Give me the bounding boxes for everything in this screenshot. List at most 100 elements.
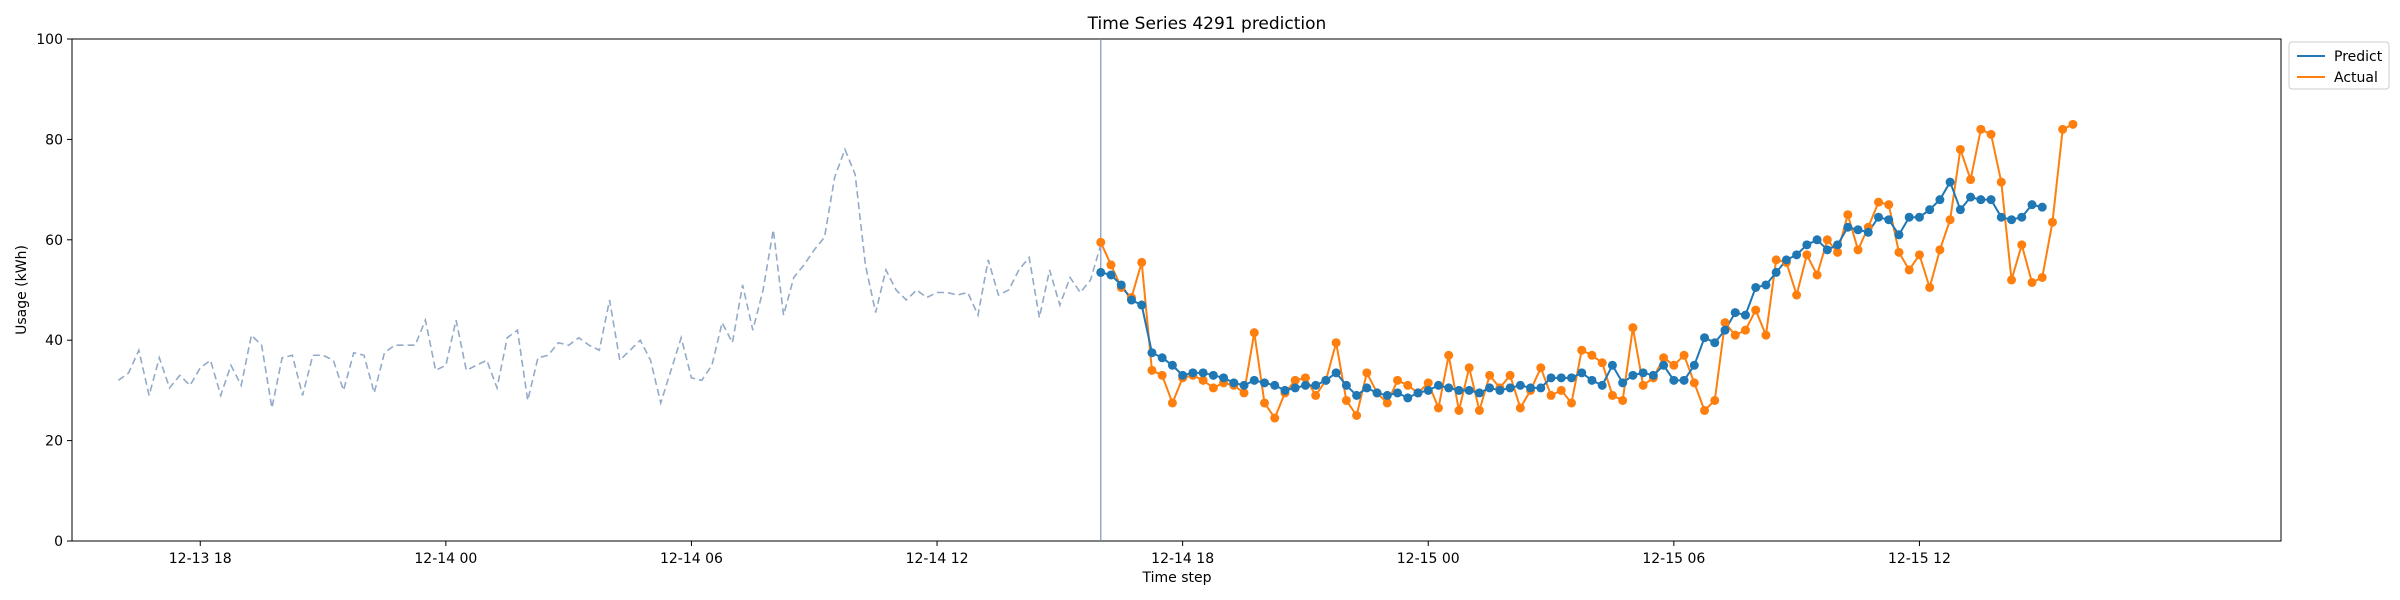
actual-point [1239,388,1249,398]
predict-point [1700,333,1710,343]
predict-point [1648,370,1658,380]
predict-point [1863,227,1873,237]
actual-point [1935,245,1945,255]
actual-point [1730,330,1740,340]
actual-point [1167,398,1177,408]
predict-point [1188,368,1198,378]
x-axis-label: Time step [1142,570,1212,586]
predict-point [1802,240,1812,250]
actual-point [1628,323,1638,333]
actual-point [1771,255,1781,265]
predict-point [2007,215,2017,225]
actual-point [2037,272,2047,282]
legend-actual-label: Actual [2334,70,2378,86]
predict-point [1659,360,1669,370]
predict-point [1157,353,1167,363]
predict-point [1618,378,1628,388]
actual-point [1300,373,1310,383]
predict-point [1382,390,1392,400]
actual-point [1362,368,1372,378]
actual-point [1311,390,1321,400]
y-tick-label: 100 [36,32,63,48]
actual-points [1096,119,2078,423]
actual-point [1147,365,1157,375]
x-tick-label: 12-14 12 [906,551,969,567]
actual-point [1710,395,1720,405]
predict-point [2017,212,2027,222]
actual-point [2068,119,2078,129]
predict-point [1669,375,1679,385]
predict-point [1679,375,1689,385]
actual-point [1546,390,1556,400]
predict-point [2027,200,2037,210]
predict-point [1219,373,1229,383]
actual-point [1945,215,1955,225]
actual-point [1515,403,1525,413]
predict-point [1853,225,1863,235]
actual-point [1587,350,1597,360]
predict-point [1607,360,1617,370]
actual-point [1894,247,1904,257]
predict-point [1485,383,1495,393]
predict-point [1976,195,1986,205]
predict-point [1597,380,1607,390]
x-tick-label: 12-14 00 [414,551,477,567]
predict-point [1996,212,2006,222]
predict-point [1720,325,1730,335]
predict-point [1925,205,1935,215]
predict-point [1464,385,1474,395]
actual-point [1290,375,1300,385]
predict-point [1444,383,1454,393]
predict-point [1116,280,1126,290]
actual-point [1505,370,1515,380]
y-tick-label: 20 [45,434,63,450]
y-axis: 0 20 40 60 80 100 [36,32,72,550]
predict-point [1710,338,1720,348]
predict-point [1495,385,1505,395]
actual-point [1403,380,1413,390]
x-axis: 12-13 18 12-14 00 12-14 06 12-14 12 12-14 18… [169,541,1951,567]
x-tick-label: 12-15 06 [1642,551,1705,567]
predict-point [1454,385,1464,395]
x-tick-label: 12-15 00 [1397,551,1460,567]
predict-point [1812,235,1822,245]
actual-point [1106,260,1116,270]
x-tick-label: 12-14 18 [1151,551,1214,567]
predict-point [1311,380,1321,390]
predict-point [1147,348,1157,358]
predict-point [1280,385,1290,395]
actual-point [1454,405,1464,415]
y-tick-label: 60 [45,233,63,249]
actual-point [1904,265,1914,275]
predict-point [1362,383,1372,393]
predict-point [1331,368,1341,378]
actual-point [1914,250,1924,260]
predict-point [1290,383,1300,393]
actual-point [1843,210,1853,220]
predict-point [1935,195,1945,205]
actual-point [1198,375,1208,385]
actual-point [1208,383,1218,393]
actual-point [1556,385,1566,395]
actual-point [1382,398,1392,408]
y-tick-label: 80 [45,132,63,148]
predict-point [1270,380,1280,390]
predict-point [1577,368,1587,378]
predict-point [1393,388,1403,398]
predict-point [1843,222,1853,232]
predict-point [1771,267,1781,277]
actual-point [1659,353,1669,363]
predict-point [1474,388,1484,398]
actual-point [1720,318,1730,328]
history-line [117,147,1102,409]
actual-point [1792,290,1802,300]
predict-point [1229,378,1239,388]
actual-point [1812,270,1822,280]
predict-point [1515,380,1525,390]
actual-point [1679,350,1689,360]
predict-point [1689,360,1699,370]
actual-point [1270,413,1280,423]
y-axis-label: Usage (kWh) [14,245,30,335]
